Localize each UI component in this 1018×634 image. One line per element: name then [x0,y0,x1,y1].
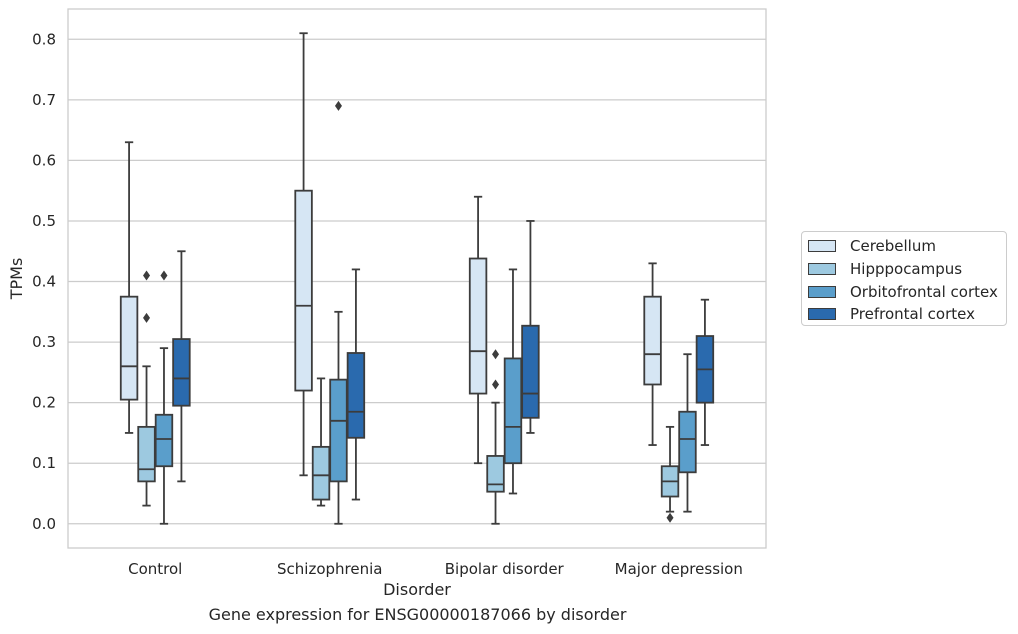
box-plot [119,141,139,434]
box-iqr [643,295,662,386]
x-tick-labels: Control Schizophrenia Bipolar disorder Majo… [128,560,743,578]
box-iqr [346,352,366,439]
box-plot [154,270,174,525]
box-iqr [311,445,331,501]
box-iqr [154,413,174,468]
box-plot [137,270,156,507]
box-plot [660,425,680,523]
legend-swatch-orbitofrontal [808,286,836,298]
box-iqr [329,378,348,483]
series-prefrontal-cortex [172,220,715,501]
outlier-point [492,349,500,360]
box-iqr [678,410,697,474]
box-plot [329,100,348,525]
legend-swatch-prefrontal [808,308,836,320]
x-axis-label: Disorder [383,580,451,599]
series-cerebellum [119,32,662,477]
box-plot [521,220,540,434]
x-tick-label: Major depression [615,560,743,578]
box-iqr [486,455,505,493]
legend-swatch-cerebellum [808,240,836,252]
legend-label-prefrontal: Prefrontal cortex [850,305,975,323]
legend-label-hippocampus: Hipppocampus [850,260,963,278]
box-iqr [468,257,488,395]
x-tick-label: Bipolar disorder [445,560,565,578]
legend-item-prefrontal: Prefrontal cortex [808,304,975,324]
y-tick-label: 0.4 [32,273,56,291]
box-plot [294,32,313,477]
box-plot [311,377,331,507]
box-plot [486,349,505,525]
legend-item-cerebellum: Cerebellum [808,236,936,256]
plot-frame [67,8,767,549]
box-iqr [172,338,191,407]
outlier-point [160,270,168,281]
outlier-point [143,270,151,281]
box-plot [503,268,523,495]
box-iqr [521,324,540,419]
y-tick-label: 0.3 [32,333,56,351]
legend-swatch-hippocampus [808,263,836,275]
y-tick-label: 0.6 [32,151,56,169]
box-iqr [137,425,156,483]
box-iqr [294,189,313,392]
y-tick-label: 0.7 [32,91,56,109]
x-tick-label: Schizophrenia [277,560,382,578]
y-tick-label: 0.2 [32,394,56,412]
series-hipppocampus [137,270,680,525]
box-plot [678,353,697,513]
series-orbitofrontal-cortex [154,100,697,525]
y-tick-labels: 0.0 0.1 0.2 0.3 0.4 0.5 0.6 0.7 0.8 [32,30,56,532]
y-tick-label: 0.0 [32,515,56,533]
box-plot [346,268,366,501]
box-plot [172,250,191,483]
box-iqr [503,357,523,465]
x-tick-label: Control [128,560,182,578]
chart-caption: Gene expression for ENSG00000187066 by d… [208,605,627,624]
legend-item-orbitofrontal: Orbitofrontal cortex [808,282,998,302]
box-plot [643,262,662,446]
box-plot [695,298,715,446]
legend-label-cerebellum: Cerebellum [850,237,936,255]
outlier-point [492,379,500,390]
y-tick-label: 0.1 [32,454,56,472]
outlier-point [666,512,674,523]
legend-label-orbitofrontal: Orbitofrontal cortex [850,283,998,301]
outlier-point [334,100,342,111]
box-plot [468,195,488,465]
box-iqr [119,295,139,401]
y-tick-label: 0.8 [32,30,56,48]
outlier-point [143,312,151,323]
y-tick-label: 0.5 [32,212,56,230]
legend: Cerebellum Hipppocampus Orbitofrontal co… [801,231,1007,326]
y-axis-label: TPMs [7,258,26,301]
box-series [119,32,715,525]
legend-item-hippocampus: Hipppocampus [808,259,962,279]
